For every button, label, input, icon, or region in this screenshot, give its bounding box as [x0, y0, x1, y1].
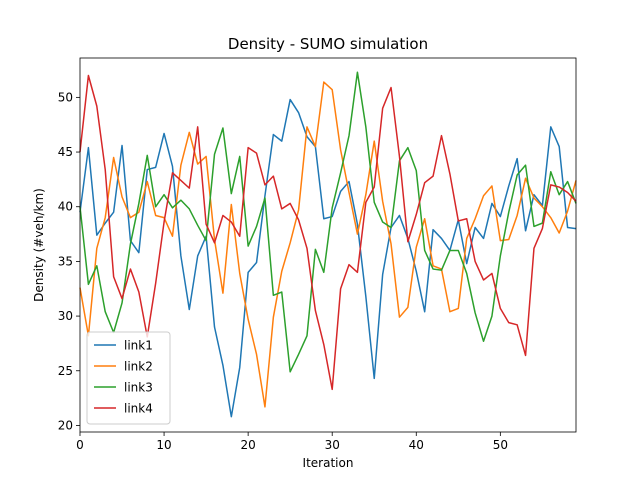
legend-label-link1: link1	[124, 339, 153, 353]
y-tick-label: 20	[58, 418, 73, 432]
x-tick-label: 10	[156, 438, 171, 452]
x-axis-label: Iteration	[303, 456, 354, 470]
x-axis-ticks: 0 10 20 30 40 50	[76, 432, 508, 452]
legend-label-link4: link4	[124, 402, 153, 416]
chart-title: Density - SUMO simulation	[228, 35, 428, 53]
x-tick-label: 0	[76, 438, 84, 452]
y-tick-label: 45	[58, 145, 73, 159]
series-line-link1	[79, 98, 577, 418]
y-tick-label: 50	[58, 90, 73, 104]
series-line-link4	[79, 74, 577, 391]
x-tick-label: 20	[240, 438, 255, 452]
legend-label-link2: link2	[124, 360, 153, 374]
legend-box	[86, 331, 171, 425]
y-tick-label: 30	[58, 309, 73, 323]
axes-frame	[79, 57, 577, 433]
series-line-link2	[79, 81, 577, 408]
legend: link1 link2 link3 link4	[86, 331, 171, 425]
y-tick-label: 25	[58, 364, 73, 378]
x-tick-label: 40	[409, 438, 424, 452]
y-axis-label: Density (#veh/km)	[32, 188, 46, 302]
x-tick-label: 30	[325, 438, 340, 452]
legend-label-link3: link3	[124, 381, 153, 395]
y-axis-ticks: 20 25 30 35 40 45 50	[58, 90, 80, 432]
y-tick-label: 35	[58, 254, 73, 268]
plot-area: 0 10 20 30 40 50 20 25 30 35 40 45 50	[58, 57, 577, 452]
y-tick-label: 40	[58, 200, 73, 214]
x-tick-label: 50	[493, 438, 508, 452]
series-layer	[79, 71, 577, 418]
series-line-link3	[79, 71, 577, 373]
